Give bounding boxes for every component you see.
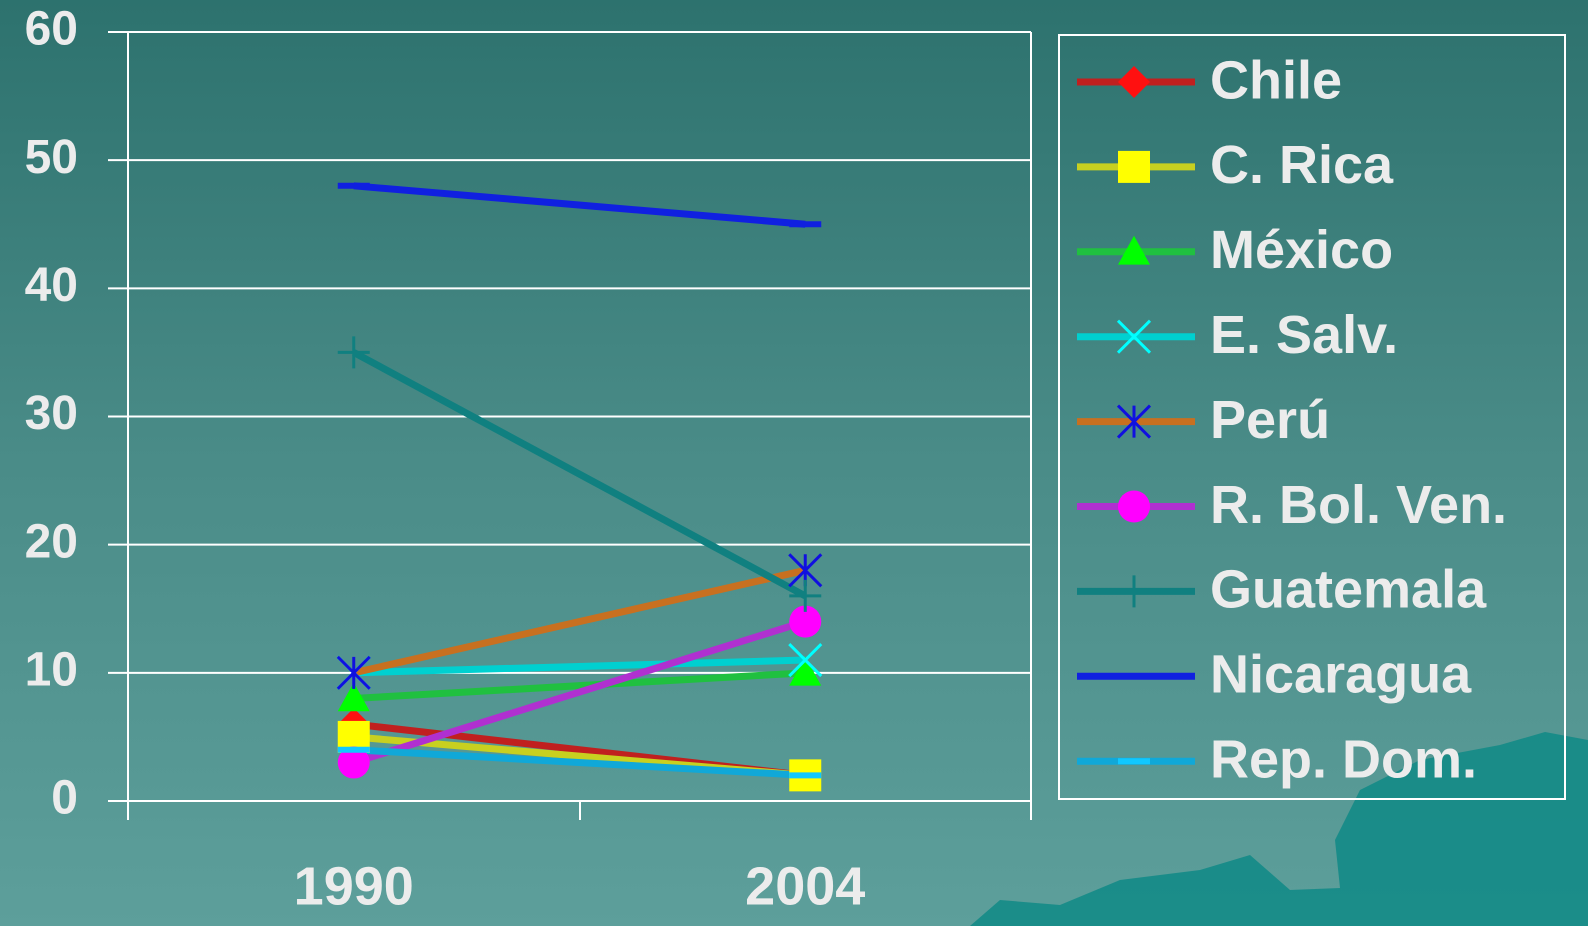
marker-shape xyxy=(337,746,370,779)
y-tick-label: 40 xyxy=(25,259,78,312)
series-line xyxy=(353,669,806,702)
legend-marker xyxy=(1118,235,1150,265)
legend-label: Chile xyxy=(1210,50,1342,110)
legend-marker xyxy=(1116,404,1152,439)
legend-box xyxy=(1058,34,1566,800)
y-tick-label: 50 xyxy=(25,131,78,184)
series-line xyxy=(352,618,807,766)
marker-shape xyxy=(1118,66,1150,98)
marker xyxy=(337,746,370,779)
marker xyxy=(789,656,822,686)
series-line xyxy=(353,746,806,779)
y-tick-label: 20 xyxy=(25,515,78,568)
legend-label: Guatemala xyxy=(1210,560,1487,620)
marker xyxy=(788,642,823,678)
legend-marker xyxy=(1116,319,1152,354)
marker-shape xyxy=(336,655,371,690)
marker-shape xyxy=(337,336,370,369)
x-tick-label: 2004 xyxy=(745,856,865,916)
marker-shape xyxy=(1118,490,1150,523)
legend-marker xyxy=(1118,66,1150,98)
x-tick-label: 1990 xyxy=(294,856,414,916)
marker-shape xyxy=(337,682,370,712)
series-line xyxy=(352,566,807,677)
y-tick-label: 0 xyxy=(51,772,78,825)
marker xyxy=(336,655,371,690)
series-line xyxy=(353,182,806,228)
marker xyxy=(789,579,822,612)
y-tick-label: 30 xyxy=(25,387,78,440)
legend-marker xyxy=(1118,150,1150,183)
marker-shape xyxy=(1118,575,1150,608)
legend-label: México xyxy=(1210,220,1393,280)
legend-label: Perú xyxy=(1210,390,1330,450)
legend-label: C. Rica xyxy=(1210,135,1394,195)
series-line xyxy=(352,349,807,600)
marker-shape xyxy=(789,579,822,612)
marker-shape xyxy=(1118,235,1150,265)
legend-label: E. Salv. xyxy=(1210,305,1398,365)
marker-shape xyxy=(788,642,823,678)
legend-label: Nicaragua xyxy=(1210,645,1472,705)
marker xyxy=(789,605,822,638)
decoration xyxy=(970,732,1588,926)
marker-shape xyxy=(1116,404,1152,439)
y-tick-label: 60 xyxy=(25,3,78,56)
legend-label: R. Bol. Ven. xyxy=(1210,475,1507,535)
legend-label: Rep. Dom. xyxy=(1210,729,1477,789)
marker-shape xyxy=(789,605,822,638)
marker-shape xyxy=(789,656,822,686)
legend-marker xyxy=(1118,490,1150,523)
marker xyxy=(337,336,370,369)
marker-shape xyxy=(1116,319,1152,354)
legend-marker xyxy=(1118,575,1150,608)
marker xyxy=(337,682,370,712)
series-line xyxy=(353,656,806,677)
y-tick-label: 10 xyxy=(25,644,78,697)
marker-shape xyxy=(1118,150,1150,183)
